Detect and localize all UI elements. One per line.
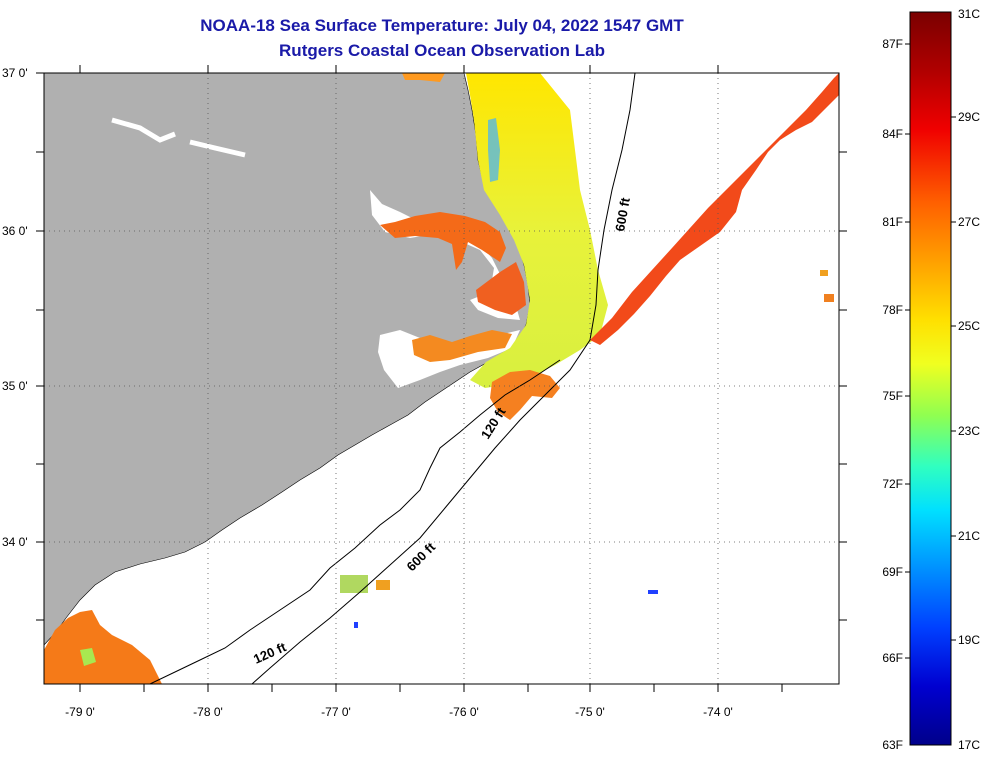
sst-warm-north-patch (402, 73, 445, 82)
lon-label: -75 0' (575, 705, 605, 719)
contour-600ft (251, 73, 636, 684)
colorbar-f-label: 66F (882, 651, 903, 665)
contour-label-600ft-north: 600 ft (612, 196, 633, 233)
colorbar-f-label: 75F (882, 389, 903, 403)
lat-label: 36 0' (2, 224, 28, 238)
sst-patch (824, 294, 834, 302)
sst-patch (376, 580, 390, 590)
lon-label: -79 0' (65, 705, 95, 719)
lat-label: 35 0' (2, 379, 28, 393)
colorbar-c-label: 19C (958, 633, 980, 647)
axis-ticks (36, 65, 847, 692)
colorbar-f-label: 84F (882, 127, 903, 141)
sst-patch (820, 270, 828, 276)
sst-neuse-warm (412, 330, 512, 362)
lon-label: -74 0' (703, 705, 733, 719)
colorbar-c-label: 27C (958, 215, 980, 229)
map-subtitle: Rutgers Coastal Ocean Observation Lab (279, 41, 605, 60)
colorbar-c-label: 17C (958, 738, 980, 752)
colorbar-f-label: 69F (882, 565, 903, 579)
map-title: NOAA-18 Sea Surface Temperature: July 04… (200, 16, 684, 35)
sst-shelf-water (466, 73, 608, 388)
colorbar-c-label: 23C (958, 424, 980, 438)
map-border (43, 72, 840, 685)
sst-patch (340, 575, 368, 593)
colorbar-c-label: 25C (958, 319, 980, 333)
lat-label: 37 0' (2, 66, 28, 80)
colorbar-f-label: 87F (882, 37, 903, 51)
sst-warm-coastal-patch (490, 370, 560, 420)
colorbar-f-label: 78F (882, 303, 903, 317)
sst-gulf-stream (590, 73, 839, 345)
colorbar-ticks (905, 43, 956, 659)
contour-120ft (149, 359, 561, 684)
lon-label: -77 0' (321, 705, 351, 719)
lon-label: -76 0' (449, 705, 479, 719)
lat-label: 34 0' (2, 535, 28, 549)
sst-patch (648, 590, 658, 594)
colorbar-c-label: 29C (958, 110, 980, 124)
lon-label: -78 0' (193, 705, 223, 719)
colorbar-f-label: 63F (882, 738, 903, 752)
sst-shelf-cool-streak (488, 118, 500, 182)
colorbar-f-label: 72F (882, 477, 903, 491)
river-water (111, 117, 246, 158)
sst-pamlico-warm (476, 262, 526, 315)
colorbar-f-label: 81F (882, 215, 903, 229)
graticule (44, 73, 839, 684)
sst-southwest-patch (44, 610, 162, 684)
colorbar (909, 11, 952, 746)
colorbar-c-label: 21C (958, 529, 980, 543)
sst-southwest-cool (80, 648, 96, 666)
colorbar-c-label: 31C (958, 7, 980, 21)
sst-patch (354, 622, 358, 628)
sst-sound-warm (380, 212, 506, 270)
